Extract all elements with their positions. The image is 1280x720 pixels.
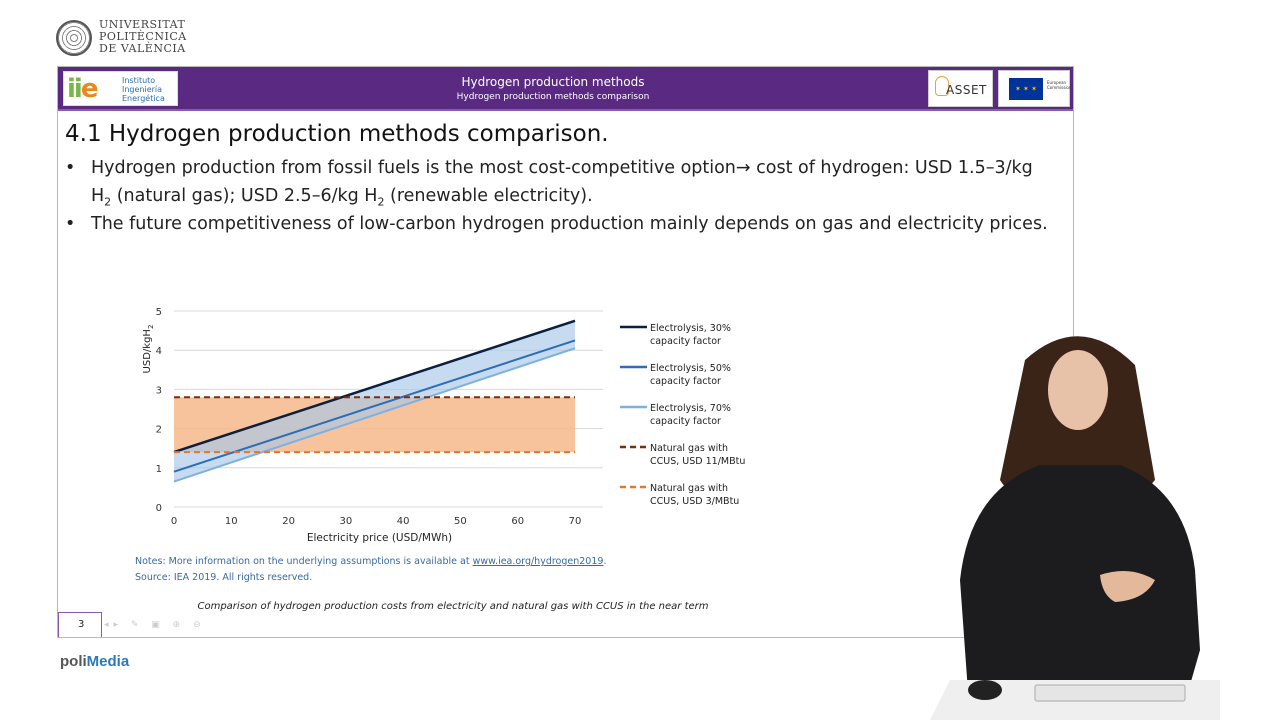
x-tick-label: 20 (282, 516, 295, 527)
presenter-hand (1100, 571, 1155, 602)
legend-label: Electrolysis, 30% (650, 323, 731, 334)
notes-link[interactable]: www.iea.org/hydrogen2019 (472, 556, 604, 567)
bullet-1: • Hydrogen production from fossil fuels … (65, 154, 1065, 210)
y-tick-label: 0 (156, 503, 162, 514)
mouse-icon (968, 680, 1002, 700)
notes-suffix: . (603, 556, 607, 567)
y-tick-label: 4 (156, 346, 162, 357)
slide-nav-icons[interactable]: ◂▸ ✎ ▣ ⊕ ⊖ (104, 620, 206, 630)
bullet-1-text: Hydrogen production from fossil fuels is… (91, 154, 1051, 217)
slide: iie Instituto Ingeniería Energética Hydr… (57, 66, 1074, 638)
x-tick-label: 30 (339, 516, 352, 527)
asset-logo-text: ASSET (946, 83, 987, 97)
legend-label: capacity factor (650, 336, 721, 347)
x-tick-label: 60 (511, 516, 524, 527)
asset-logo: ASSET (928, 70, 993, 107)
upv-logo: UNIVERSITAT POLITÈCNICA DE VALÈNCIA (56, 18, 186, 60)
bullet-dot: • (65, 158, 76, 178)
bullet-2: • The future competitiveness of low-carb… (65, 210, 1065, 266)
y-tick-label: 3 (156, 385, 162, 396)
slide-header: iie Instituto Ingeniería Energética Hydr… (58, 67, 1073, 111)
ie-line-1: Instituto (122, 76, 156, 85)
presenter-body (960, 465, 1200, 720)
legend-label: Electrolysis, 50% (650, 363, 731, 374)
y-tick-label: 5 (156, 307, 162, 318)
legend-label: Electrolysis, 70% (650, 403, 731, 414)
upv-name: UNIVERSITAT POLITÈCNICA DE VALÈNCIA (99, 19, 187, 55)
ie-logo-text: Instituto Ingeniería Energética (122, 76, 165, 103)
bullet-dot: • (65, 214, 76, 234)
electrolysis-band (174, 320, 575, 482)
bullet-1-part3: (renewable electricity). (384, 186, 593, 206)
bullet-1-sub1: 2 (104, 195, 112, 209)
legend-label: CCUS, USD 11/MBtu (650, 456, 745, 467)
y-tick-label: 1 (156, 464, 162, 475)
y-tick-label: 2 (156, 425, 162, 436)
eu-line-1: European (1047, 80, 1067, 85)
x-tick-label: 10 (225, 516, 238, 527)
ie-logo: iie Instituto Ingeniería Energética (63, 71, 178, 106)
polimedia-suffix: Media (86, 653, 130, 670)
legend-label: capacity factor (650, 376, 721, 387)
notes-prefix: Notes: More information on the underlyin… (135, 556, 473, 567)
notes-line-1: Notes: More information on the underlyin… (135, 554, 606, 570)
x-tick-label: 0 (171, 516, 177, 527)
ie-line-2: Ingeniería (122, 85, 163, 94)
presenter-face (1048, 350, 1108, 430)
ie-mark-icon: iie (67, 74, 98, 104)
eu-line-2: Commission (1047, 85, 1072, 90)
chart-notes: Notes: More information on the underlyin… (135, 554, 606, 586)
legend-label: capacity factor (650, 416, 721, 427)
upv-seal-icon (56, 20, 92, 56)
upv-line-1: UNIVERSITAT (99, 18, 186, 31)
upv-line-2: POLITÈCNICA (99, 30, 187, 43)
page-number: 3 (78, 619, 85, 630)
eu-logo: ✶ ✶ ✶ European Commission (998, 70, 1071, 107)
upv-line-3: DE VALÈNCIA (99, 42, 186, 55)
bullet-1-part1: Hydrogen production from fossil fuels is… (91, 158, 1033, 206)
slide-title: 4.1 Hydrogen production methods comparis… (65, 121, 609, 147)
page-number-box[interactable]: 3 (58, 612, 102, 637)
x-tick-label: 70 (569, 516, 582, 527)
x-tick-label: 50 (454, 516, 467, 527)
y-axis-label-sub: 2 (147, 325, 155, 329)
series-line (173, 339, 576, 473)
legend-label: Natural gas with (650, 443, 728, 454)
x-axis-label: Electricity price (USD/MWh) (307, 532, 452, 544)
eu-flag-icon: ✶ ✶ ✶ (1009, 78, 1043, 100)
legend-label: Natural gas with (650, 483, 728, 494)
bullet-1-part2: (natural gas); USD 2.5–6/kg H (111, 186, 378, 206)
y-axis-label: USD/kgH2 (142, 325, 155, 374)
series-line (173, 319, 576, 454)
ie-line-3: Energética (122, 94, 165, 103)
series-line (173, 347, 576, 483)
bullet-2-text: The future competitiveness of low-carbon… (91, 214, 1048, 234)
header-subtitle: Hydrogen production methods comparison (456, 92, 650, 102)
header-title: Hydrogen production methods (461, 75, 645, 89)
polimedia-prefix: poli (60, 653, 87, 670)
polimedia-logo: poliMedia (60, 653, 129, 670)
presenter-video (930, 336, 1220, 720)
notes-line-2: Source: IEA 2019. All rights reserved. (135, 572, 313, 583)
eu-logo-text: European Commission (1047, 80, 1071, 90)
legend-label: CCUS, USD 3/MBtu (650, 496, 739, 507)
x-tick-label: 40 (397, 516, 410, 527)
bullet-1-sub2: 2 (377, 195, 385, 209)
keyboard-top (1034, 684, 1186, 702)
chart-caption: Comparison of hydrogen production costs … (197, 601, 709, 612)
lightbulb-icon (935, 76, 949, 96)
